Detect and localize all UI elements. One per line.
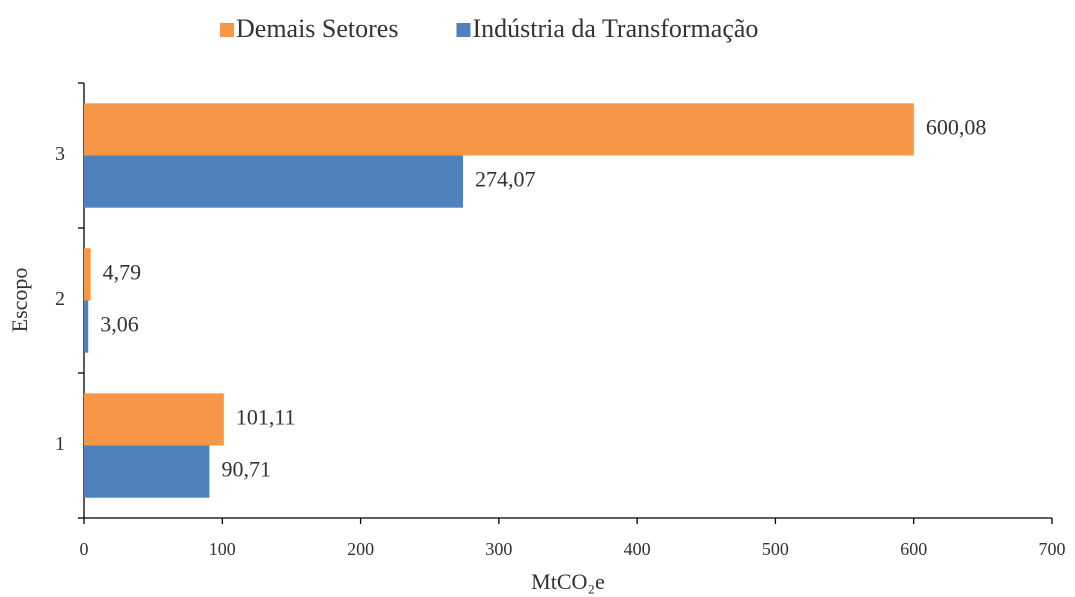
x-tick-label: 100	[209, 539, 236, 559]
x-tick-label: 500	[762, 539, 789, 559]
bar	[84, 393, 224, 446]
y-tick-label: 2	[55, 288, 65, 310]
value-label: 4,79	[103, 259, 142, 284]
value-label: 101,11	[236, 404, 296, 429]
bar	[84, 300, 89, 353]
value-label: 90,71	[221, 457, 271, 482]
x-tick-label: 0	[80, 539, 89, 559]
x-tick-label: 200	[347, 539, 374, 559]
x-tick-label: 300	[485, 539, 512, 559]
x-tick-label: 700	[1039, 539, 1066, 559]
bar	[84, 248, 91, 301]
y-tick-label: 1	[55, 433, 65, 455]
value-label: 274,07	[475, 167, 535, 192]
value-label: 3,06	[100, 312, 138, 337]
y-axis-label: Escopo	[7, 268, 32, 333]
value-label: 600,08	[926, 114, 987, 139]
legend-swatch	[456, 23, 471, 37]
legend-label: Demais Setores	[236, 14, 398, 43]
x-tick-label: 600	[900, 539, 927, 559]
legend-label: Indústria da Transformação	[472, 14, 758, 43]
y-tick-label: 3	[55, 143, 65, 165]
bar	[84, 445, 210, 498]
bar	[84, 155, 463, 208]
x-tick-label: 400	[624, 539, 651, 559]
legend-swatch	[220, 23, 234, 37]
x-axis-label: MtCO₂e	[531, 569, 605, 594]
bar	[84, 103, 914, 156]
